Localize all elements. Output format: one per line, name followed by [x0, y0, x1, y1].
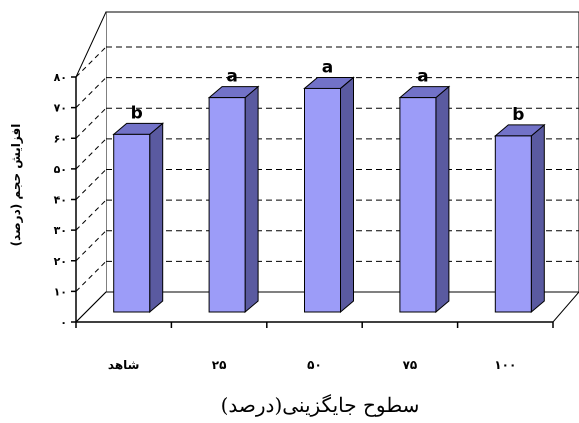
y-tick-label: ۱۰ — [54, 285, 67, 298]
x-tick-label: شاهد — [108, 358, 140, 372]
bar: a — [398, 67, 451, 314]
side-wall-top-edge — [75, 11, 107, 78]
bar-side — [435, 85, 450, 314]
bar: b — [112, 103, 165, 314]
bar-front — [113, 133, 151, 313]
gridline-side — [75, 77, 107, 108]
bar: a — [207, 67, 260, 314]
gridline-side — [75, 46, 107, 78]
gridline-side — [75, 199, 107, 231]
x-axis-label: سطوح جایگزینی(درصد) — [221, 393, 420, 417]
side-wall — [76, 12, 106, 322]
bar-side — [340, 76, 354, 314]
bar: a — [303, 57, 355, 314]
y-tick-label: ۴۰ — [54, 194, 67, 207]
y-tick-label: ۳۰ — [54, 224, 67, 237]
y-tick-label: ۷۰ — [54, 102, 67, 115]
y-tick-label: ۶۰ — [54, 132, 67, 145]
significance-letter: b — [512, 105, 524, 125]
y-tick-label: ۵۰ — [54, 163, 67, 176]
x-tick-label: ۷۵ — [403, 358, 418, 372]
bar-front — [494, 135, 532, 313]
bar: b — [493, 105, 546, 314]
y-tick-label: ۸۰ — [54, 71, 67, 84]
x-axis: شاهد ۲۵ ۵۰ ۷۵ ۱۰۰ — [75, 321, 554, 372]
y-tick-label: ۰ — [60, 316, 67, 329]
bar-front — [399, 97, 437, 313]
x-tick-label: ۵۰ — [307, 358, 322, 372]
gridline-side — [75, 169, 107, 200]
bar-front — [208, 97, 246, 313]
bar-series: b a a a b — [112, 57, 546, 314]
y-axis-label: افزایش حجم (درصد) — [9, 124, 23, 247]
y-tick-label: ۲۰ — [54, 255, 67, 268]
bar-side — [244, 85, 259, 314]
bar-front — [304, 87, 341, 313]
x-tick-label: ۲۵ — [212, 358, 227, 372]
significance-letter: b — [131, 103, 143, 123]
x-tick-label: ۱۰۰ — [494, 358, 516, 372]
significance-letter: a — [226, 67, 237, 87]
significance-letter: a — [322, 57, 333, 77]
gridline-side — [75, 138, 107, 170]
gridline-side — [75, 261, 107, 292]
gridline-side — [75, 107, 107, 139]
significance-letter: a — [417, 67, 428, 87]
side-wall-bottom-edge — [75, 291, 107, 323]
gridline-side — [75, 230, 107, 262]
y-axis: ۰ ۱۰ ۲۰ ۳۰ ۴۰ ۵۰ ۶۰ ۷۰ ۸۰ — [54, 71, 76, 329]
bar-side — [149, 122, 164, 314]
bar-side — [530, 123, 545, 314]
